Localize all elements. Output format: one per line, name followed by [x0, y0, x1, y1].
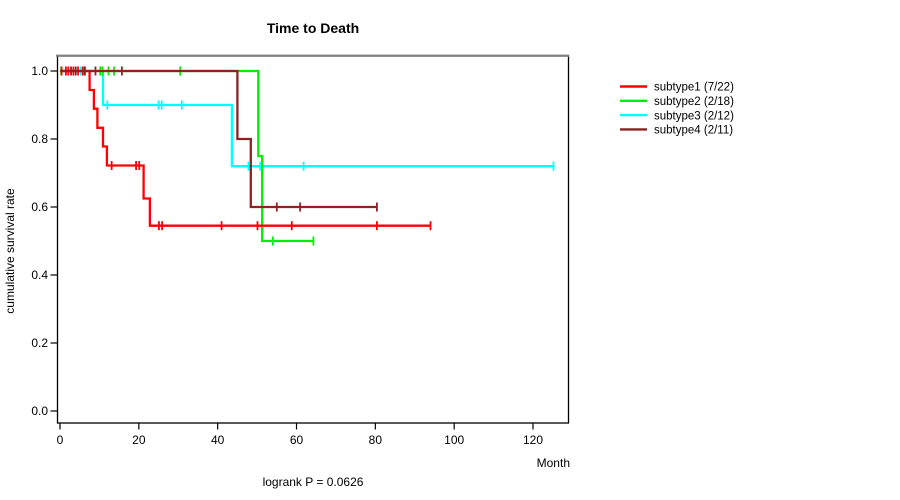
y-tick-label: 0.2 — [31, 336, 48, 350]
y-axis-ticks: 1.0 0.8 0.6 0.4 0.2 0.0 — [31, 64, 57, 418]
y-tick-label: 0.4 — [31, 268, 48, 282]
y-tick-label: 1.0 — [31, 64, 48, 78]
y-tick-label: 0.6 — [31, 200, 48, 214]
legend: subtype1 (7/22) subtype2 (2/18) subtype3 (… — [620, 82, 734, 137]
survival-curves — [60, 66, 555, 246]
survival-curve-2 — [60, 69, 314, 243]
x-tick-label: 100 — [444, 433, 464, 447]
x-axis-label: Month — [537, 456, 570, 470]
survival-curve-4 — [60, 69, 377, 209]
x-tick-label: 0 — [57, 433, 64, 447]
x-tick-label: 80 — [369, 433, 383, 447]
legend-label: subtype1 (7/22) — [654, 82, 734, 94]
survival-curve-1 — [60, 69, 431, 227]
x-tick-label: 40 — [211, 433, 225, 447]
logrank-annotation: logrank P = 0.0626 — [263, 475, 364, 489]
chart-title: Time to Death — [267, 20, 359, 36]
legend-label: subtype2 (2/18) — [654, 96, 734, 108]
y-axis-label: cumulative survival rate — [3, 188, 17, 314]
x-axis-ticks: 0 20 40 60 80 100 120 — [57, 423, 543, 447]
x-tick-label: 120 — [523, 433, 543, 447]
legend-label: subtype4 (2/11) — [654, 125, 733, 137]
x-tick-label: 20 — [132, 433, 146, 447]
legend-label: subtype3 (2/12) — [654, 110, 734, 122]
y-tick-label: 0.8 — [31, 132, 48, 146]
survival-curve-3 — [60, 69, 554, 168]
x-tick-label: 60 — [290, 433, 304, 447]
y-tick-label: 0.0 — [31, 404, 48, 418]
